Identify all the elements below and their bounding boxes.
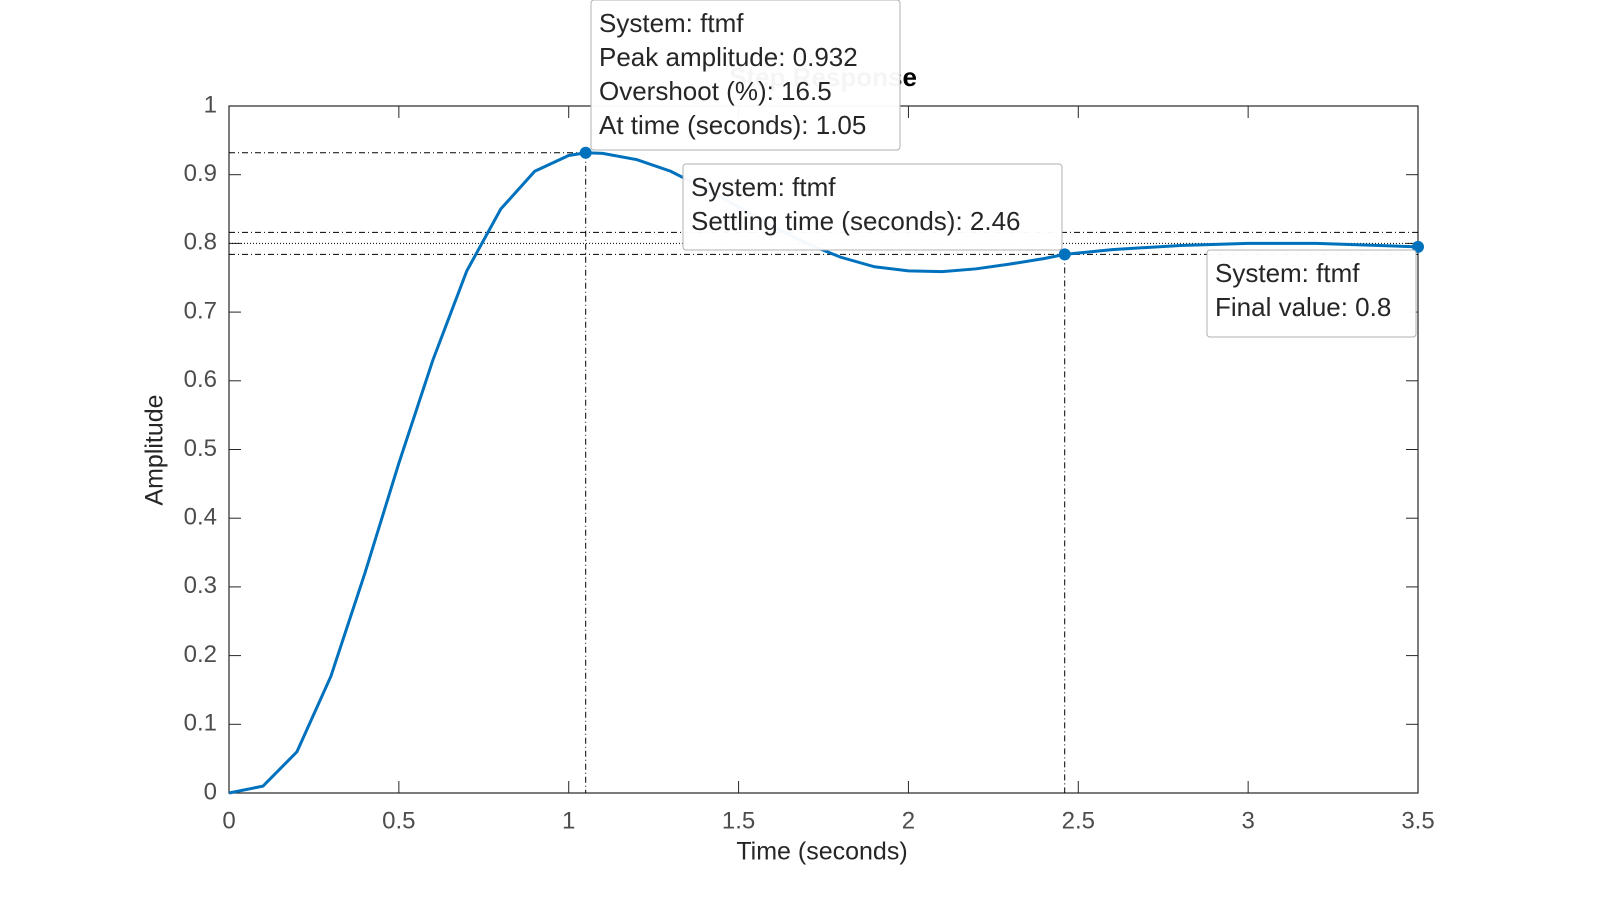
data-tip-marker [1412,240,1424,253]
y-axis-label: Amplitude [141,394,169,505]
data-tip-text: Peak amplitude: 0.932 [599,42,858,72]
data-tip-marker [579,146,592,159]
x-tick-label: 0.5 [382,807,415,834]
data-tip-text: System: ftmf [691,172,836,202]
x-tick-label: 1.5 [722,807,755,834]
data-tip-text: Settling time (seconds): 2.46 [691,206,1021,236]
data-tip-text: Overshoot (%): 16.5 [599,76,832,106]
x-axis-label: Time (seconds) [736,838,907,866]
data-tip-text: System: ftmf [599,8,744,38]
x-tick-label: 1 [562,807,575,834]
data-tip-text: At time (seconds): 1.05 [599,110,866,140]
data-tip-box [590,0,901,151]
y-tick-label: 1 [204,91,217,118]
y-tick-label: 0.4 [184,504,217,531]
data-tip-text: Final value: 0.8 [1215,292,1391,322]
x-tick-label: 2 [902,807,915,834]
x-tick-label: 0 [222,807,235,834]
y-tick-label: 0.8 [184,229,217,256]
y-tick-label: 0.7 [184,297,217,324]
data-tip-text: System: ftmf [1215,258,1360,288]
y-tick-label: 0.1 [184,710,217,737]
y-tick-label: 0 [204,778,217,805]
y-tick-label: 0.9 [184,160,217,187]
y-tick-label: 0.3 [184,572,217,599]
y-tick-label: 0.5 [184,435,217,462]
x-tick-label: 3 [1241,807,1254,834]
x-tick-label: 3.5 [1401,807,1434,834]
y-tick-label: 0.2 [184,641,217,668]
data-tip-marker [1058,248,1071,261]
data-tip-box [682,163,1063,251]
x-tick-label: 2.5 [1062,807,1095,834]
data-tip-box [1206,249,1417,338]
y-tick-label: 0.6 [184,366,217,393]
